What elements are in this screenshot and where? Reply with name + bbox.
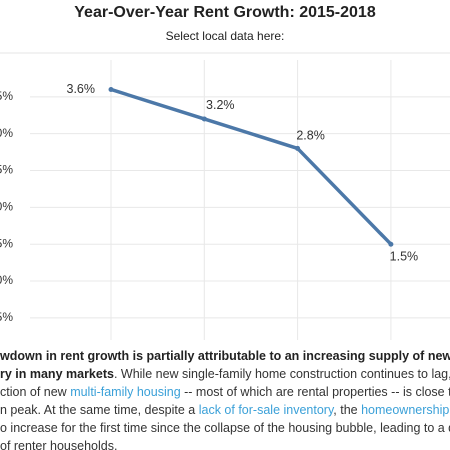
text: ry in many markets [0,367,114,381]
text: n peak. At the same time, despite a [0,403,199,417]
paragraph-line: ction of new multi-family housing -- mos… [0,383,450,401]
line [110,87,393,246]
paragraph-line: wdown in rent growth is partially attrib… [0,347,450,365]
paragraph: wdown in rent growth is partially attrib… [0,347,450,450]
text: . While new single-family home construct… [113,367,450,381]
link[interactable]: lack of for-sale inventory [198,403,334,417]
chart-subtitle: Select local data here: [166,29,285,43]
text: , the [333,403,362,417]
y-tick-label: 2.5% [0,163,13,177]
chart: Year-Over-Year Rent Growth: 2015-2018 Se… [0,4,450,340]
paragraph-line: n peak. At the same time, despite a lack… [0,401,450,419]
paragraph-line: ry in many markets. While new single-fam… [0,365,450,383]
y-tick-label: 3.5% [0,89,13,103]
text: wdown in rent growth is partially attrib… [0,349,450,363]
text: of renter households. [0,439,118,450]
y-tick-label: 0.5% [0,310,13,324]
point [295,145,301,151]
y-tick-label: 1.0% [0,273,13,287]
chart-title: Year-Over-Year Rent Growth: 2015-2018 [74,4,376,21]
point [388,241,394,247]
text: ction of new [0,385,71,399]
value-label: 3.6% [67,82,96,96]
paragraph-line: of renter households. [0,437,450,450]
value-label: 3.2% [206,98,235,112]
text: o increase for the first time since the … [0,421,450,435]
point [201,116,207,122]
link[interactable]: multi-family housing [70,385,181,399]
link[interactable]: homeownership rate [361,403,450,417]
value-label: 2.8% [296,129,325,143]
y-tick-label: 2.0% [0,200,13,214]
text: -- most of which are rental properties -… [180,385,450,399]
y-tick-label: 1.5% [0,236,13,250]
value-label: 1.5% [390,250,419,264]
y-tick-label: 3.0% [0,126,13,140]
paragraph-line: o increase for the first time since the … [0,419,450,437]
point [108,86,114,92]
